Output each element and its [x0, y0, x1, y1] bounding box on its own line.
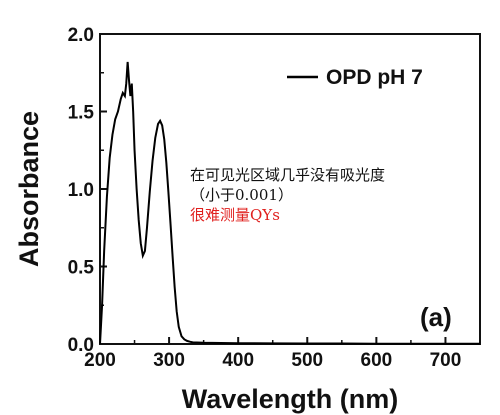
x-tick-label: 500 [291, 350, 323, 371]
legend-label: OPD pH 7 [326, 66, 423, 89]
x-tick-label: 700 [430, 350, 462, 371]
x-tick-label: 600 [361, 350, 393, 371]
y-axis-title: Absorbance [14, 111, 44, 267]
panel-label: (a) [420, 302, 452, 332]
x-tick-label: 200 [84, 350, 116, 371]
x-tick-label: 400 [222, 350, 254, 371]
x-axis-title: Wavelength (nm) [182, 384, 399, 414]
y-tick-label: 0.0 [68, 335, 94, 356]
annotation-line-2: （小于0.001） [190, 186, 293, 204]
annotation-line-3: 很难测量QYs [190, 206, 280, 224]
y-tick-label: 2.0 [68, 25, 94, 46]
y-tick-label: 1.0 [68, 180, 94, 201]
y-tick-label: 0.5 [68, 258, 95, 279]
y-tick-label: 1.5 [68, 103, 95, 124]
series-line-opd-ph7 [99, 61, 480, 345]
annotation-line-1: 在可见光区域几乎没有吸光度 [190, 166, 386, 184]
x-tick-label: 300 [153, 350, 185, 371]
